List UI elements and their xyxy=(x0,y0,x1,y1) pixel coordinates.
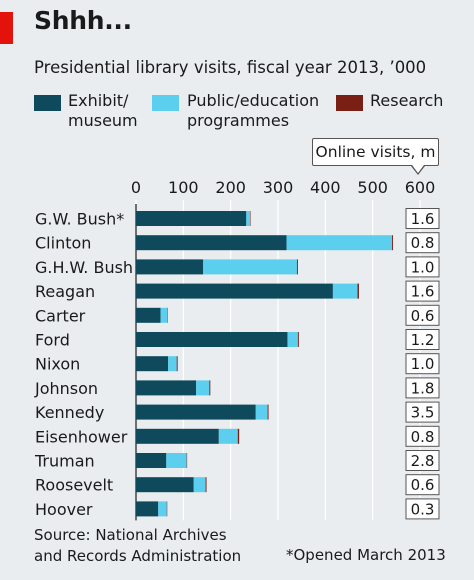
category-label: G.H.W. Bush xyxy=(35,258,133,277)
category-label: Kennedy xyxy=(35,403,104,422)
category-label: Carter xyxy=(35,306,86,325)
bar-segment xyxy=(196,380,210,396)
online-visits-value: 0.6 xyxy=(411,476,435,494)
bar-segment xyxy=(267,404,269,420)
category-label: Eisenhower xyxy=(35,427,128,446)
legend-label-exhibit: Exhibit/museum xyxy=(68,91,138,130)
online-visits-value: 0.6 xyxy=(411,307,435,325)
online-visits-box xyxy=(405,474,440,496)
legend-label-research: Research xyxy=(370,91,444,110)
bar-segment xyxy=(136,477,194,493)
online-visits-pointer-fill xyxy=(412,165,424,173)
online-visits-value: 1.0 xyxy=(411,258,435,276)
bar-segment xyxy=(136,501,159,517)
online-visits-value: 1.0 xyxy=(411,355,435,373)
bar-segment xyxy=(136,332,288,347)
legend-label-public: Public/education programmes xyxy=(187,91,320,130)
bar-segment xyxy=(136,307,161,323)
category-label: Roosevelt xyxy=(35,476,113,495)
online-visits-box xyxy=(405,498,440,520)
bar-segment xyxy=(297,332,299,347)
online-visits-box xyxy=(405,256,440,278)
category-label: Reagan xyxy=(35,282,95,301)
bar-segment xyxy=(218,428,238,444)
online-visits-value: 1.2 xyxy=(411,331,435,349)
category-label: Hoover xyxy=(35,500,93,519)
bar-segment xyxy=(392,235,394,251)
x-tick-label: 400 xyxy=(310,178,341,197)
bar-segment xyxy=(255,404,268,420)
online-visits-value: 1.6 xyxy=(411,210,435,228)
bar-segment xyxy=(136,404,256,420)
bar-segment xyxy=(168,356,177,372)
bar-segment xyxy=(136,211,247,226)
bar-segment xyxy=(193,477,206,493)
bar-segment xyxy=(332,283,358,299)
legend-swatch-public xyxy=(152,95,179,111)
category-label: Ford xyxy=(35,331,70,350)
x-tick-label: 200 xyxy=(215,178,246,197)
legend-swatch-exhibit xyxy=(34,95,61,111)
legend-swatch-research xyxy=(336,95,363,111)
online-visits-box xyxy=(405,208,440,229)
footnote: *Opened March 2013 xyxy=(286,546,446,564)
chart-title: Shhh... xyxy=(34,6,132,35)
category-label: Johnson xyxy=(34,379,98,398)
online-visits-header: Online visits, m xyxy=(312,138,439,166)
chart-subtitle: Presidential library visits, fiscal year… xyxy=(34,58,427,77)
category-label: Truman xyxy=(34,452,95,471)
category-label: Clinton xyxy=(35,234,91,253)
online-visits-box xyxy=(405,280,440,302)
online-visits-box xyxy=(405,353,440,375)
bar-segment xyxy=(160,307,168,323)
category-label: Nixon xyxy=(35,355,80,374)
bar-segment xyxy=(158,501,167,517)
online-visits-box xyxy=(405,425,440,447)
bar-segment xyxy=(136,235,287,251)
online-visits-value: 0.3 xyxy=(411,500,435,518)
online-visits-box xyxy=(405,377,440,399)
bar-segment xyxy=(136,453,167,468)
online-visits-box xyxy=(405,329,440,350)
online-visits-box xyxy=(405,304,440,326)
bar-segment xyxy=(176,356,178,372)
online-visits-box xyxy=(405,401,440,423)
x-tick-label: 0 xyxy=(131,178,141,197)
bar-segment xyxy=(166,453,187,468)
bar-segment xyxy=(136,259,204,275)
bar-segment xyxy=(237,428,240,444)
category-label: G.W. Bush* xyxy=(35,210,124,229)
online-visits-value: 0.8 xyxy=(411,234,435,252)
online-visits-value: 1.8 xyxy=(411,379,435,397)
source-note: Source: National Archives and Records Adm… xyxy=(34,526,242,565)
bar-segment xyxy=(136,356,169,372)
x-tick-label: 600 xyxy=(405,178,436,197)
x-tick-label: 500 xyxy=(357,178,388,197)
bar-segment xyxy=(205,477,207,493)
bar-segment xyxy=(287,332,298,347)
bar-segment xyxy=(296,259,298,275)
online-visits-box xyxy=(405,450,440,471)
bar-segment xyxy=(136,380,197,396)
x-tick-label: 300 xyxy=(263,178,294,197)
bar-segment xyxy=(136,428,219,444)
online-visits-value: 0.8 xyxy=(411,428,435,446)
x-tick-label: 100 xyxy=(168,178,199,197)
online-visits-box xyxy=(405,232,440,254)
bar-segment xyxy=(357,283,359,299)
online-visits-value: 2.8 xyxy=(411,452,435,470)
online-visits-value: 3.5 xyxy=(411,404,435,422)
online-visits-value: 1.6 xyxy=(411,283,435,301)
bar-segment xyxy=(209,380,211,396)
bar-segment xyxy=(203,259,297,275)
red-tag xyxy=(0,12,13,44)
bar-segment xyxy=(136,283,333,299)
bar-segment xyxy=(246,211,251,226)
bar-segment xyxy=(286,235,393,251)
